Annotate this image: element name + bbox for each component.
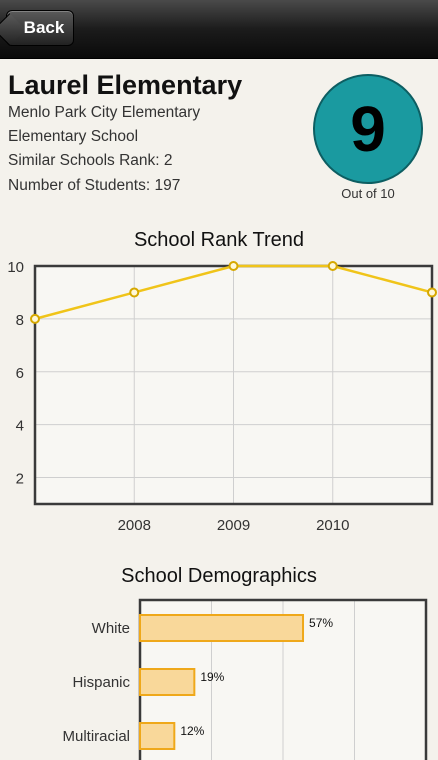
rank-point — [30, 313, 40, 324]
y-tick-label: 6 — [16, 365, 24, 382]
value-label: 19% — [200, 670, 224, 684]
demographic-bar — [139, 614, 305, 642]
navigation-bar: Back — [0, 0, 438, 59]
category-label: Hispanic — [72, 674, 130, 691]
demographics-title: School Demographics — [121, 565, 317, 587]
school-name: Laurel Elementary — [8, 70, 243, 100]
value-label: 57% — [309, 616, 333, 630]
rank-trend-title: School Rank Trend — [133, 229, 305, 251]
rank-point — [228, 261, 239, 271]
x-tick-label: 2010 — [316, 517, 349, 534]
rank-caption: Out of 10 — [341, 186, 395, 201]
y-tick-label: 8 — [16, 312, 24, 329]
rank-trend-chart: 2 4 6 8 10 2008 2009 2010 — [7, 259, 437, 534]
number-of-students: Number of Students: 197 — [8, 177, 181, 194]
rank-point — [129, 287, 140, 298]
demographic-bar — [139, 668, 196, 696]
back-button[interactable]: Back — [6, 10, 74, 46]
category-label: White — [92, 620, 130, 637]
y-tick-label: 4 — [16, 418, 24, 435]
demographic-bar — [139, 722, 176, 750]
back-button-label: Back — [23, 18, 65, 37]
x-tick-label: 2009 — [217, 517, 250, 534]
rank-badge: 9 — [313, 74, 423, 184]
y-tick-label: 2 — [16, 471, 24, 488]
value-label: 12% — [180, 724, 204, 738]
x-tick-label: 2008 — [118, 517, 151, 534]
similar-schools-rank: Similar Schools Rank: 2 — [8, 152, 173, 169]
rank-value: 9 — [350, 93, 386, 165]
rank-point — [327, 261, 338, 271]
rank-point — [427, 287, 437, 298]
demographics-chart: White 57% Hispanic 19% Multiracial 12% — [62, 598, 428, 760]
category-label: Multiracial — [62, 728, 130, 745]
y-tick-label: 10 — [7, 259, 24, 276]
school-type: Elementary School — [8, 128, 139, 145]
district-name: Menlo Park City Elementary — [8, 104, 201, 121]
